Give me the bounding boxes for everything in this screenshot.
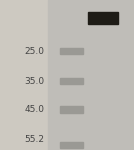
Text: 55.2: 55.2 xyxy=(24,135,44,144)
Bar xyxy=(60,48,83,54)
Text: 35.0: 35.0 xyxy=(24,76,44,85)
Bar xyxy=(88,12,118,24)
Bar xyxy=(60,106,83,113)
Bar xyxy=(60,78,83,84)
Text: 45.0: 45.0 xyxy=(24,105,44,114)
Bar xyxy=(48,0,134,150)
Bar xyxy=(60,142,83,148)
Text: 25.0: 25.0 xyxy=(24,46,44,56)
